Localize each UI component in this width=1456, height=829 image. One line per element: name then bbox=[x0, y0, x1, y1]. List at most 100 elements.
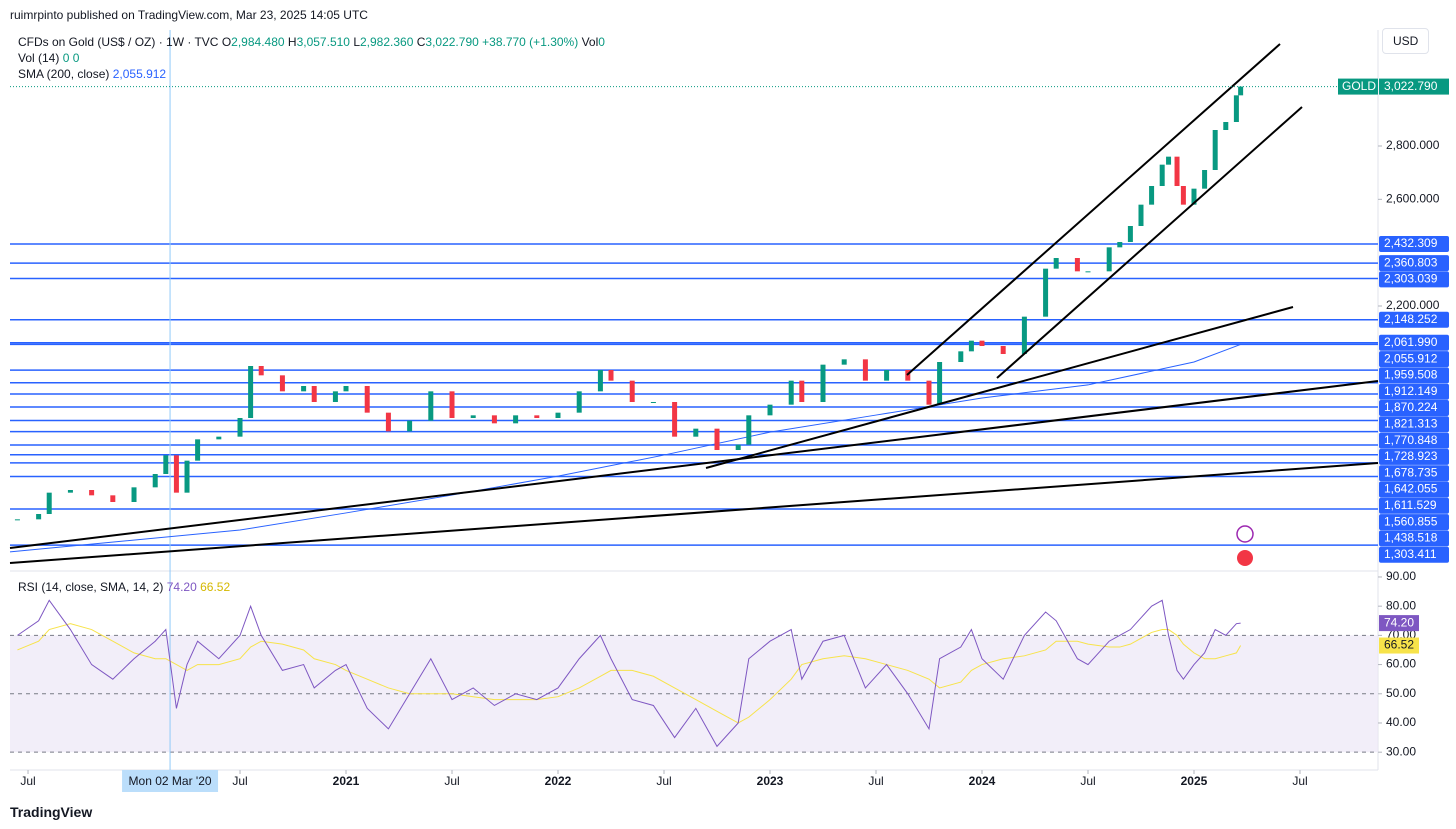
candle bbox=[576, 391, 582, 413]
candle bbox=[735, 444, 741, 450]
rsi-tick-label: 80.00 bbox=[1386, 598, 1416, 612]
candle bbox=[1043, 268, 1049, 317]
level-label: 1,438.518 bbox=[1384, 531, 1438, 545]
candle bbox=[184, 460, 190, 493]
level-label: 1,678.735 bbox=[1384, 465, 1438, 479]
x-tick-label: Jul bbox=[1080, 774, 1095, 788]
level-label: 1,560.855 bbox=[1384, 514, 1438, 528]
level-label: 1,821.313 bbox=[1384, 416, 1438, 430]
ohlc-key: L bbox=[353, 35, 360, 49]
level-label-bg bbox=[1379, 255, 1449, 272]
candle bbox=[1000, 346, 1006, 354]
vol-key: Vol bbox=[581, 35, 599, 49]
candle bbox=[470, 415, 476, 418]
crosshair-label-bg bbox=[122, 770, 219, 792]
candle bbox=[1085, 271, 1091, 273]
candle bbox=[1180, 186, 1186, 205]
ohlc-value: 2,982.360 bbox=[360, 35, 414, 49]
ohlc-key: H bbox=[287, 35, 297, 49]
ohlc-key: O bbox=[221, 35, 232, 49]
event-icon[interactable] bbox=[1236, 525, 1254, 543]
candle bbox=[799, 380, 805, 402]
sma-study-title: SMA (200, close) bbox=[18, 67, 110, 81]
rsi-title: RSI (14, close, SMA, 14, 2) bbox=[18, 580, 164, 594]
candle bbox=[46, 492, 52, 514]
level-label: 2,055.912 bbox=[1384, 351, 1438, 365]
brand: TradingView bbox=[10, 804, 93, 820]
x-tick-label: 2024 bbox=[969, 774, 996, 788]
level-label: 1,728.923 bbox=[1384, 449, 1438, 463]
x-tick-label: 2021 bbox=[333, 774, 360, 788]
candle bbox=[258, 366, 264, 376]
candle bbox=[608, 370, 614, 381]
candle bbox=[152, 474, 158, 488]
level-label-bg bbox=[1379, 448, 1449, 465]
candle bbox=[1127, 226, 1133, 242]
candle bbox=[1233, 95, 1239, 122]
level-label-bg bbox=[1379, 367, 1449, 384]
candle bbox=[163, 455, 169, 474]
candle bbox=[926, 380, 932, 405]
level-label-bg bbox=[1379, 465, 1449, 482]
level-label-bg bbox=[1379, 497, 1449, 514]
rsi-line bbox=[17, 599, 1241, 748]
level-label: 1,770.848 bbox=[1384, 433, 1438, 447]
publisher: ruimrpinto published on TradingView.com,… bbox=[10, 8, 368, 22]
rsi-tick-label: 30.00 bbox=[1386, 744, 1416, 758]
vol-study-title: Vol (14) bbox=[18, 51, 60, 65]
candle bbox=[36, 514, 42, 520]
level-label: 1,959.508 bbox=[1384, 368, 1438, 382]
rsi-tick-label: 60.00 bbox=[1386, 657, 1416, 671]
candle bbox=[1191, 188, 1197, 205]
candle bbox=[301, 386, 307, 392]
candle bbox=[968, 340, 974, 352]
candle bbox=[237, 418, 243, 437]
x-tick-label: Jul bbox=[444, 774, 459, 788]
candle bbox=[714, 428, 720, 450]
candle bbox=[491, 415, 497, 424]
x-tick-label: Jul bbox=[1292, 774, 1307, 788]
candle bbox=[332, 391, 338, 402]
candle bbox=[428, 391, 434, 421]
last-price-label: 3,022.790 bbox=[1384, 79, 1438, 93]
y-tick-label: 2,200.000 bbox=[1386, 298, 1440, 312]
ohlc-value: 3,022.790 bbox=[425, 35, 479, 49]
level-label-bg bbox=[1379, 271, 1449, 288]
level-label-bg bbox=[1379, 334, 1449, 351]
x-tick-label: Jul bbox=[232, 774, 247, 788]
currency-button[interactable]: USD bbox=[1382, 28, 1430, 54]
candle bbox=[1159, 164, 1165, 186]
level-label: 2,432.309 bbox=[1384, 236, 1438, 250]
candle bbox=[195, 439, 201, 461]
candle bbox=[937, 362, 943, 405]
candle bbox=[958, 351, 964, 362]
candle bbox=[14, 519, 20, 521]
candle bbox=[534, 415, 540, 418]
rsi-last-label: 66.52 bbox=[1384, 638, 1414, 652]
candle bbox=[693, 428, 699, 437]
candle bbox=[788, 380, 794, 405]
candle bbox=[597, 370, 603, 392]
candle bbox=[385, 412, 391, 432]
last-symbol: GOLD bbox=[1342, 79, 1376, 93]
trendlines bbox=[9, 43, 1379, 564]
trendline bbox=[9, 380, 1379, 549]
candle bbox=[555, 412, 561, 418]
candle bbox=[1138, 204, 1144, 226]
symbol: CFDs on Gold (US$ / OZ) · 1W · TVC bbox=[18, 35, 219, 49]
event-icon[interactable] bbox=[1237, 550, 1253, 566]
candle bbox=[1212, 130, 1218, 170]
vol-study-value: 0 bbox=[72, 51, 80, 65]
candle bbox=[449, 391, 455, 418]
y-tick-label: 2,600.000 bbox=[1386, 192, 1440, 206]
candle bbox=[173, 455, 179, 493]
rsi-tick-label: 40.00 bbox=[1386, 715, 1416, 729]
channel-lower bbox=[996, 106, 1303, 379]
candle bbox=[1021, 316, 1027, 354]
level-label-bg bbox=[1379, 236, 1449, 253]
candle bbox=[1202, 170, 1208, 189]
level-label: 1,870.224 bbox=[1384, 400, 1438, 414]
ohlc: O2,984.480 H3,057.510 L2,982.360 C3,022.… bbox=[222, 35, 482, 49]
level-label-bg bbox=[1379, 514, 1449, 531]
level-label-bg bbox=[1379, 383, 1449, 400]
